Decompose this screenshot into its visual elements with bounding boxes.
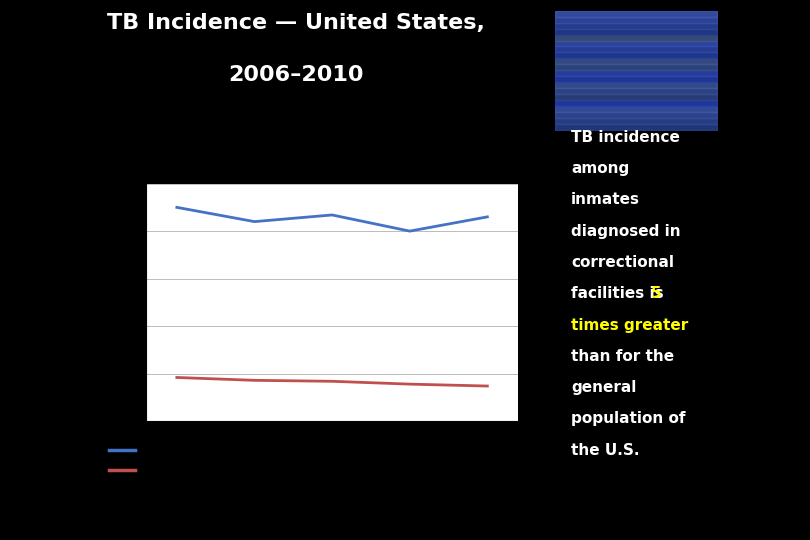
Text: inmates: inmates — [571, 192, 640, 207]
X-axis label: Year: Year — [319, 443, 345, 456]
Legend: TB incidence (estimated) among persons in
correctional facilities, TB incidence : TB incidence (estimated) among persons i… — [106, 437, 373, 478]
Y-axis label: TB incidence
(Cases per 100,000 persons): TB incidence (Cases per 100,000 persons) — [100, 227, 122, 377]
Text: general: general — [571, 380, 637, 395]
Text: times greater: times greater — [571, 318, 688, 333]
Text: 2006–2010: 2006–2010 — [228, 65, 364, 85]
Text: the U.S.: the U.S. — [571, 443, 640, 458]
Text: than for the: than for the — [571, 349, 674, 364]
Text: among: among — [571, 161, 629, 176]
Text: TB Incidence — United States,: TB Incidence — United States, — [107, 14, 484, 33]
Text: population of: population of — [571, 411, 685, 427]
Text: diagnosed in: diagnosed in — [571, 224, 680, 239]
Text: correctional: correctional — [571, 255, 674, 270]
Text: TB incidence: TB incidence — [571, 130, 680, 145]
Text: 5: 5 — [650, 286, 661, 301]
Text: facilities is: facilities is — [571, 286, 669, 301]
